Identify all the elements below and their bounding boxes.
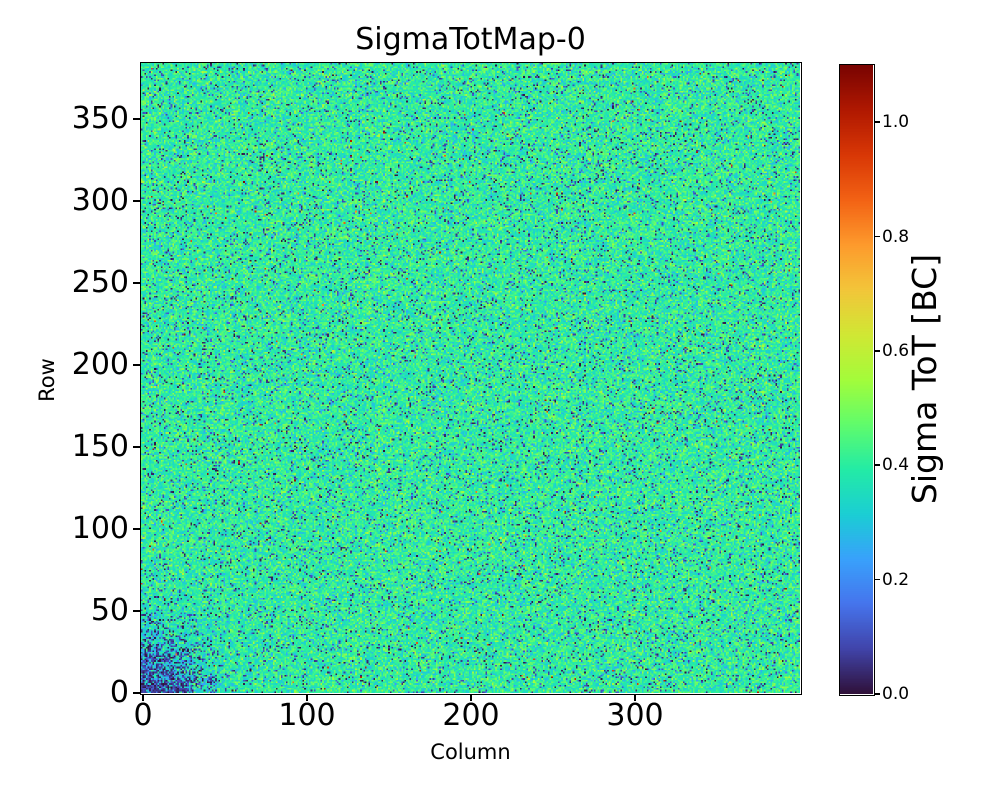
- colorbar-tick-label: 0.8: [882, 226, 910, 247]
- heatmap-canvas: [141, 63, 800, 693]
- x-axis-label: Column: [430, 740, 511, 764]
- x-tick-mark: [142, 694, 144, 701]
- y-tick-mark: [133, 528, 140, 530]
- colorbar-tick-mark: [874, 350, 880, 352]
- x-tick-mark: [306, 694, 308, 701]
- y-tick-label: 50: [90, 593, 129, 628]
- y-tick-mark: [133, 200, 140, 202]
- colorbar-canvas: [840, 65, 873, 694]
- y-tick-label: 0: [109, 675, 129, 710]
- colorbar-tick-label: 0.4: [882, 455, 910, 476]
- y-tick-label: 100: [71, 511, 129, 546]
- colorbar-tick-label: 1.0: [882, 112, 910, 133]
- y-tick-mark: [133, 364, 140, 366]
- colorbar-tick-mark: [874, 464, 880, 467]
- colorbar-tick-label: 0.6: [882, 340, 910, 361]
- y-tick-label: 200: [71, 347, 129, 382]
- y-tick-label: 150: [71, 429, 129, 464]
- colorbar-frame: [838, 63, 875, 696]
- y-tick-label: 350: [71, 101, 129, 136]
- y-tick-mark: [133, 446, 140, 448]
- colorbar-tick-label: 0.0: [882, 684, 910, 704]
- y-tick-label: 300: [71, 183, 129, 218]
- x-tick-label: 200: [442, 698, 500, 733]
- x-tick-mark: [470, 694, 472, 701]
- y-axis-label: Row: [35, 358, 59, 402]
- x-tick-label: 100: [278, 698, 336, 733]
- y-tick-mark: [133, 610, 140, 612]
- y-tick-mark: [133, 282, 140, 284]
- colorbar-tick-mark: [874, 578, 880, 581]
- chart-title: SigmaTotMap-0: [355, 22, 586, 57]
- colorbar-tick-mark: [874, 121, 880, 123]
- colorbar-tick-mark: [874, 235, 880, 238]
- x-tick-label: 300: [606, 698, 664, 733]
- y-tick-label: 250: [71, 265, 129, 300]
- x-tick-label: 0: [133, 698, 153, 733]
- y-tick-mark: [133, 692, 140, 694]
- colorbar-label: Sigma ToT [BC]: [905, 253, 944, 505]
- colorbar-tick-label: 0.2: [882, 569, 910, 590]
- x-tick-mark: [634, 694, 636, 701]
- colorbar-tick-mark: [874, 693, 880, 695]
- y-tick-mark: [133, 118, 140, 120]
